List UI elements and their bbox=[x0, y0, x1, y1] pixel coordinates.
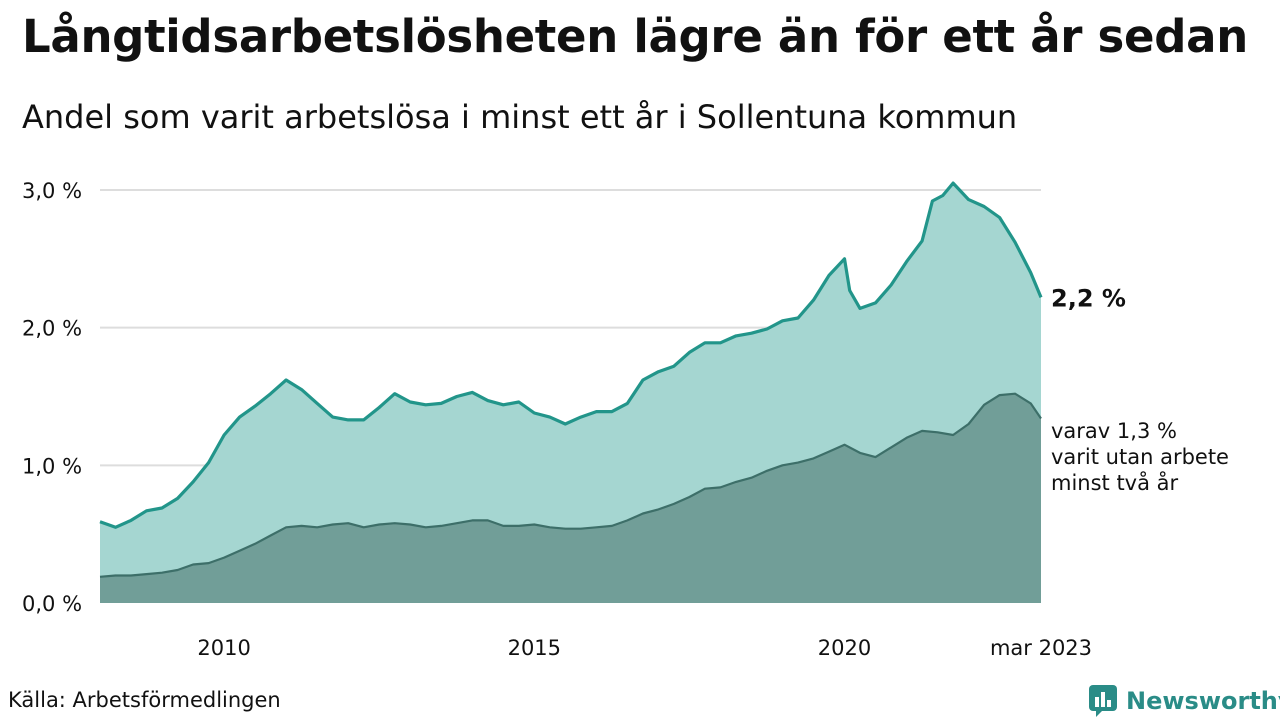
total-end-label: 2,2 % bbox=[1051, 284, 1126, 312]
source-note: Källa: Arbetsförmedlingen bbox=[8, 688, 281, 712]
y-axis: 0,0 % 1,0 % 2,0 % 3,0 % bbox=[22, 179, 82, 616]
two-year-end-label: varav 1,3 % bbox=[1051, 419, 1177, 443]
brand-logo: Newsworthy bbox=[1088, 684, 1280, 718]
y-tick-label: 1,0 % bbox=[22, 454, 82, 478]
area-chart: 0,0 % 1,0 % 2,0 % 3,0 % 2010 2015 2020 mar 202… bbox=[22, 179, 1229, 660]
x-tick-label: 2015 bbox=[508, 636, 561, 660]
brand-name: Newsworthy bbox=[1126, 687, 1280, 715]
x-axis: 2010 2015 2020 mar 2023 bbox=[197, 636, 1092, 660]
y-tick-label: 3,0 % bbox=[22, 179, 82, 203]
x-tick-label: 2010 bbox=[197, 636, 250, 660]
two-year-end-label: minst två år bbox=[1051, 470, 1179, 495]
x-tick-label: 2020 bbox=[818, 636, 871, 660]
chart-subtitle: Andel som varit arbetslösa i minst ett å… bbox=[22, 98, 1018, 136]
series-lines bbox=[99, 181, 1043, 578]
y-tick-label: 2,0 % bbox=[22, 317, 82, 341]
newsworthy-logo-icon bbox=[1089, 685, 1117, 717]
y-tick-label: 0,0 % bbox=[22, 592, 82, 616]
x-tick-label: mar 2023 bbox=[990, 636, 1092, 660]
area-layers bbox=[100, 183, 1041, 603]
two-year-end-label: varit utan arbete bbox=[1051, 445, 1229, 469]
chart-title: Långtidsarbetslösheten lägre än för ett … bbox=[22, 10, 1248, 63]
two-year-area bbox=[100, 393, 1041, 603]
total-line bbox=[99, 181, 1043, 529]
two-year-line bbox=[99, 392, 1042, 578]
